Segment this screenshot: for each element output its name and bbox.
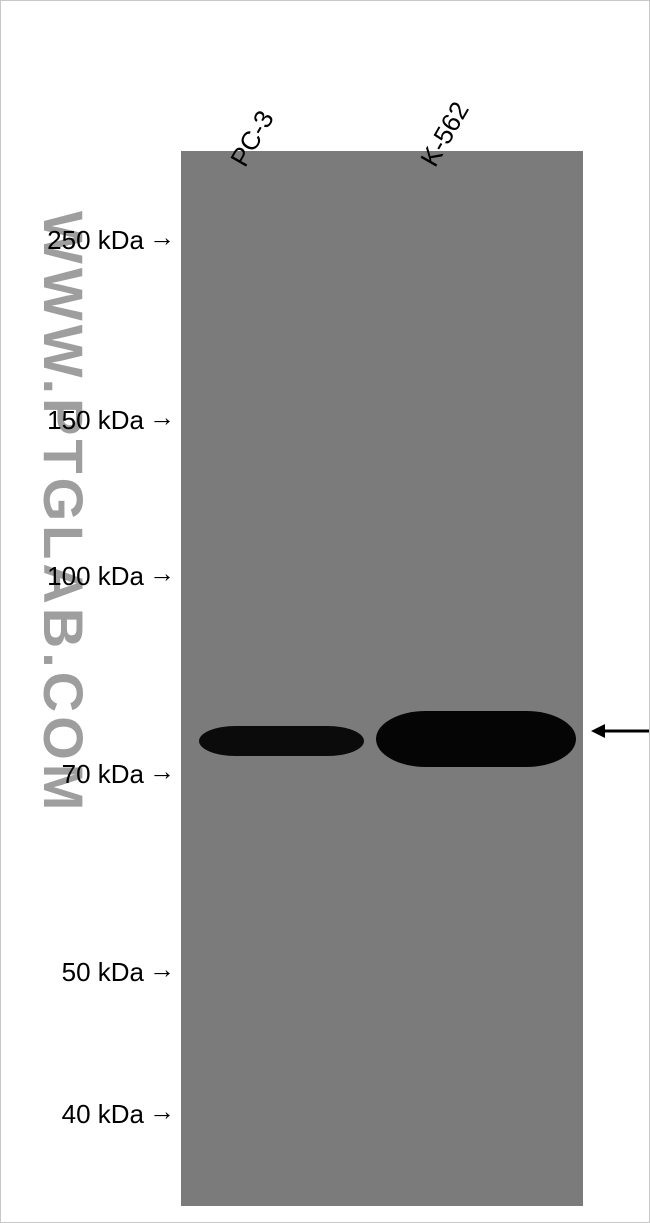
band-lane-0: [199, 726, 364, 756]
mw-arrow-3: →: [149, 758, 175, 784]
watermark-text: WWW.PTGLAB.COM: [31, 211, 96, 814]
mw-arrow-0: →: [149, 224, 175, 250]
mw-label-2: 100 kDa: [47, 561, 144, 592]
mw-arrow-1: →: [149, 404, 175, 430]
blot-membrane: [181, 151, 583, 1206]
mw-label-0: 250 kDa: [47, 225, 144, 256]
mw-label-4: 50 kDa: [62, 957, 144, 988]
target-band-arrow: [591, 716, 650, 746]
mw-arrow-2: →: [149, 560, 175, 586]
mw-label-1: 150 kDa: [47, 405, 144, 436]
mw-label-5: 40 kDa: [62, 1099, 144, 1130]
mw-arrow-5: →: [149, 1098, 175, 1124]
figure-container: WWW.PTGLAB.COM PC-3 K-562 250 kDa → 150 …: [0, 0, 650, 1223]
mw-label-3: 70 kDa: [62, 759, 144, 790]
band-lane-1: [376, 711, 576, 767]
mw-arrow-4: →: [149, 956, 175, 982]
